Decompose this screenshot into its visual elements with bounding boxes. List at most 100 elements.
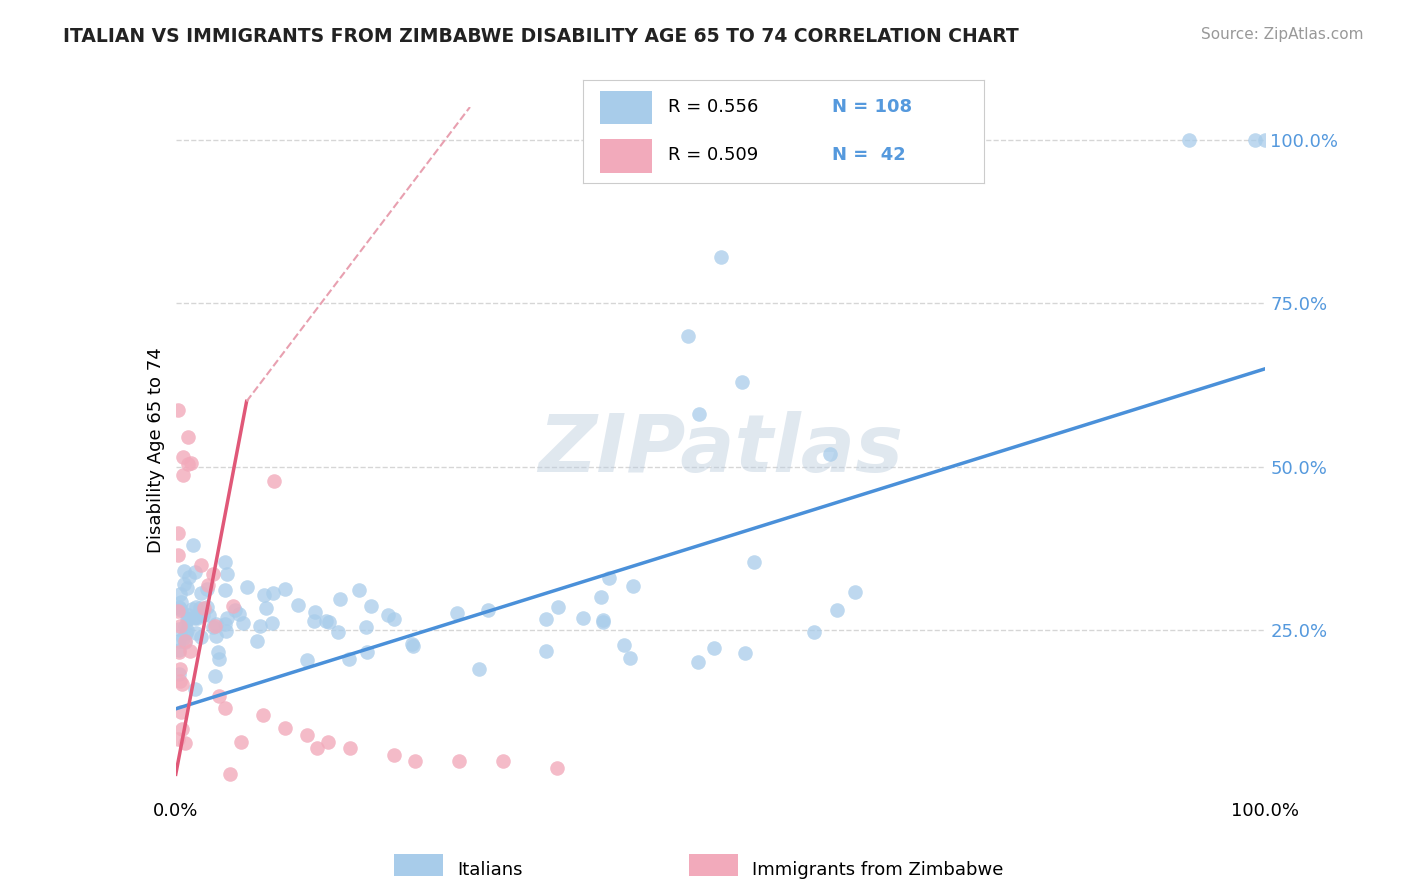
Point <box>262 586 284 600</box>
Point <box>177 570 200 584</box>
Point <box>174 625 197 640</box>
Point <box>598 571 620 585</box>
Y-axis label: Disability Age 65 to 74: Disability Age 65 to 74 <box>146 348 165 553</box>
Point <box>260 615 283 630</box>
Point <box>534 643 557 657</box>
Point <box>198 607 221 622</box>
Point <box>354 620 377 634</box>
Point <box>263 474 285 488</box>
Point <box>204 617 226 632</box>
Point <box>360 599 382 614</box>
Text: R = 0.509: R = 0.509 <box>668 146 758 164</box>
Point <box>179 644 201 658</box>
Point <box>176 581 198 595</box>
Point <box>232 615 254 630</box>
Point <box>703 641 725 656</box>
Point <box>170 722 193 736</box>
Point <box>184 610 207 624</box>
Point <box>208 652 231 666</box>
Text: Immigrants from Zimbabwe: Immigrants from Zimbabwe <box>752 861 1004 879</box>
Point <box>803 624 825 639</box>
Point <box>382 747 405 762</box>
Point <box>177 457 200 471</box>
Point <box>190 558 212 573</box>
Point <box>174 619 197 633</box>
Point <box>176 612 198 626</box>
Point <box>825 603 848 617</box>
Point <box>169 619 191 633</box>
Text: ZIPatlas: ZIPatlas <box>538 411 903 490</box>
Point <box>492 754 515 768</box>
Point <box>174 635 197 649</box>
Point <box>214 555 236 569</box>
Point <box>197 577 219 591</box>
Point <box>315 614 337 628</box>
FancyBboxPatch shape <box>599 91 651 124</box>
Text: Italians: Italians <box>457 861 523 879</box>
Point <box>181 538 204 552</box>
Point <box>214 582 236 597</box>
Point <box>167 548 190 562</box>
Point <box>170 603 193 617</box>
Point <box>349 583 371 598</box>
Point <box>167 600 190 615</box>
Point <box>1178 133 1201 147</box>
Point <box>190 586 212 600</box>
Point <box>253 588 276 602</box>
Point <box>1254 133 1277 147</box>
Point <box>169 662 191 676</box>
Point <box>173 736 195 750</box>
Point <box>184 599 207 614</box>
Point <box>167 643 190 657</box>
Point <box>304 605 326 619</box>
Point <box>195 599 218 614</box>
Point <box>339 741 361 756</box>
Point <box>274 582 297 596</box>
Point <box>183 565 205 579</box>
Point <box>401 639 423 653</box>
Point <box>167 403 190 417</box>
Point <box>326 625 349 640</box>
Point <box>377 607 399 622</box>
Point <box>167 604 190 618</box>
Point <box>295 653 318 667</box>
Point <box>246 633 269 648</box>
Point <box>167 599 190 614</box>
Point <box>190 630 212 644</box>
Point <box>613 638 636 652</box>
Point <box>589 590 612 604</box>
FancyBboxPatch shape <box>599 139 651 173</box>
Point <box>201 620 224 634</box>
Point <box>217 611 239 625</box>
Point <box>207 645 229 659</box>
Point <box>183 682 205 697</box>
Point <box>172 467 194 482</box>
Point <box>176 623 198 637</box>
Point <box>401 637 423 651</box>
Point <box>177 607 200 622</box>
Point <box>167 731 190 746</box>
Point <box>318 734 340 748</box>
Point <box>592 615 614 630</box>
Point <box>236 580 259 594</box>
Point <box>181 601 204 615</box>
Point <box>572 611 595 625</box>
Point <box>477 603 499 617</box>
Point <box>592 613 614 627</box>
Point <box>177 430 200 444</box>
Point <box>205 629 228 643</box>
Point <box>547 599 569 614</box>
Point <box>249 619 271 633</box>
Point <box>204 669 226 683</box>
Point <box>1243 133 1265 147</box>
Point <box>228 607 250 622</box>
Point <box>183 611 205 625</box>
Point <box>215 624 238 639</box>
Point <box>356 645 378 659</box>
Point <box>621 579 644 593</box>
Point <box>318 615 340 629</box>
Point <box>215 566 238 581</box>
Point <box>173 576 195 591</box>
Point <box>172 450 194 465</box>
Point <box>169 587 191 601</box>
